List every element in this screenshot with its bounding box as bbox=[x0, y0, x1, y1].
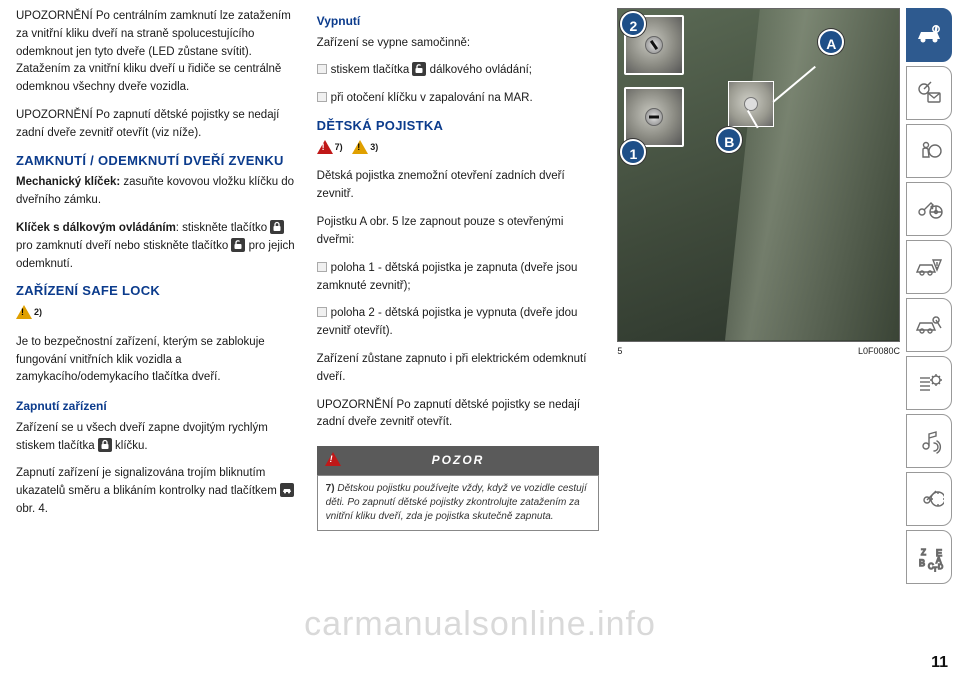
svg-text:B: B bbox=[919, 558, 925, 568]
para: Zařízení se u všech dveří zapne dvojitým… bbox=[16, 420, 299, 456]
figure-code: L0F0080C bbox=[858, 345, 900, 359]
warning-box-body: 7) Dětskou pojistku používejte vždy, kdy… bbox=[317, 475, 600, 531]
content-columns: UPOZORNĚNÍ Po centrálním zamknutí lze za… bbox=[16, 8, 900, 670]
warn-label: UPOZORNĚNÍ bbox=[317, 399, 394, 411]
warning-ref: 7) bbox=[326, 483, 335, 494]
svg-text:D: D bbox=[938, 564, 943, 571]
para: UPOZORNĚNÍ Po centrálním zamknutí lze za… bbox=[16, 8, 299, 97]
lock-detail bbox=[728, 81, 774, 127]
warning-triangle-icon bbox=[325, 452, 341, 466]
lock-closed-icon bbox=[98, 438, 112, 452]
svg-text:T: T bbox=[933, 567, 938, 572]
text: stiskem tlačítka bbox=[331, 64, 413, 76]
section-tabs-sidebar: i ZEBACDT bbox=[906, 8, 952, 670]
figure-image: 2 1 A B bbox=[617, 8, 900, 342]
tab-vehicle-info[interactable]: i bbox=[906, 8, 952, 62]
text: při otočení klíčku v zapalování na MAR. bbox=[331, 92, 533, 104]
warning-box: POZOR 7) Dětskou pojistku používejte vžd… bbox=[317, 446, 600, 531]
ref: 7) bbox=[335, 142, 343, 152]
ref-line: 7) 3) bbox=[317, 140, 600, 159]
bullet-icon bbox=[317, 262, 327, 272]
bullet-icon bbox=[317, 92, 327, 102]
lock-closed-icon bbox=[270, 220, 284, 234]
car-icon bbox=[280, 483, 294, 497]
warning-box-header: POZOR bbox=[317, 446, 600, 475]
warning-box-title: POZOR bbox=[432, 453, 485, 467]
tab-media[interactable] bbox=[906, 414, 952, 468]
para: Zapnutí zařízení je signalizována trojím… bbox=[16, 465, 299, 518]
tab-settings-list[interactable] bbox=[906, 356, 952, 410]
ref: 3) bbox=[370, 142, 378, 152]
column-3: 2 1 A B 5 L0F0080C bbox=[617, 8, 900, 670]
para: Mechanický klíček: zasuňte kovovou vložk… bbox=[16, 174, 299, 210]
text: obr. 4. bbox=[16, 503, 48, 515]
column-2: Vypnutí Zařízení se vypne samočinně: sti… bbox=[317, 8, 600, 670]
para: Dětská pojistka znemožní otevření zadníc… bbox=[317, 168, 600, 204]
page-number: 11 bbox=[931, 654, 948, 672]
lock-open-icon bbox=[412, 62, 426, 76]
bold-label: Mechanický klíček: bbox=[16, 176, 120, 188]
column-1: UPOZORNĚNÍ Po centrálním zamknutí lze za… bbox=[16, 8, 299, 670]
figure-number: 5 bbox=[617, 345, 622, 359]
callout-bubble: B bbox=[716, 127, 742, 153]
para: Je to bezpečnostní zařízení, kterým se z… bbox=[16, 334, 299, 387]
tab-service[interactable] bbox=[906, 298, 952, 352]
text: poloha 1 - dětská pojistka je zapnuta (d… bbox=[317, 262, 578, 292]
para: Zařízení zůstane zapnuto i při elektrick… bbox=[317, 351, 600, 387]
text: : stiskněte tlačítko bbox=[176, 222, 271, 234]
text: poloha 2 - dětská pojistka je vypnuta (d… bbox=[317, 307, 578, 337]
bullet: poloha 2 - dětská pojistka je vypnuta (d… bbox=[317, 305, 600, 341]
heading: ZAMKNUTÍ / ODEMKNUTÍ DVEŘÍ ZVENKU bbox=[16, 153, 299, 169]
lock-open-icon bbox=[231, 238, 245, 252]
para: Klíček s dálkovým ovládáním: stiskněte t… bbox=[16, 220, 299, 273]
warning-triangle-icon bbox=[317, 140, 333, 154]
para: Pojistku A obr. 5 lze zapnout pouze s ot… bbox=[317, 214, 600, 250]
warning-text: Dětskou pojistku používejte vždy, když v… bbox=[326, 483, 587, 522]
tab-navigation[interactable] bbox=[906, 472, 952, 526]
figure-caption: 5 L0F0080C bbox=[617, 345, 900, 359]
warn-label: UPOZORNĚNÍ bbox=[16, 109, 93, 121]
bullet-icon bbox=[317, 307, 327, 317]
tab-key-steering[interactable] bbox=[906, 182, 952, 236]
subheading: Vypnutí bbox=[317, 12, 600, 31]
warning-triangle-icon bbox=[352, 140, 368, 154]
tab-messages[interactable] bbox=[906, 66, 952, 120]
callout-bubble: 1 bbox=[620, 139, 646, 165]
para: Zařízení se vypne samočinně: bbox=[317, 35, 600, 53]
subheading: Zapnutí zařízení bbox=[16, 397, 299, 416]
warn-label: UPOZORNĚNÍ bbox=[16, 10, 93, 22]
svg-text:Z: Z bbox=[921, 548, 926, 557]
text: pro zamknutí dveří nebo stiskněte tlačít… bbox=[16, 240, 231, 252]
heading: ZAŘÍZENÍ SAFE LOCK bbox=[16, 283, 299, 299]
tab-airbag[interactable] bbox=[906, 124, 952, 178]
door-illustration bbox=[725, 9, 899, 341]
bullet-icon bbox=[317, 64, 327, 74]
bold-label: Klíček s dálkovým ovládáním bbox=[16, 222, 176, 234]
inset-pos1 bbox=[624, 87, 684, 147]
ref: 2) bbox=[34, 307, 42, 317]
tab-index[interactable]: ZEBACDT bbox=[906, 530, 952, 584]
text: dálkového ovládání; bbox=[426, 64, 532, 76]
ref-line: 2) bbox=[16, 305, 299, 324]
warning-triangle-icon bbox=[16, 305, 32, 319]
para: UPOZORNĚNÍ Po zapnutí dětské pojistky se… bbox=[16, 107, 299, 143]
tab-warning[interactable] bbox=[906, 240, 952, 294]
text: Zapnutí zařízení je signalizována trojím… bbox=[16, 467, 280, 497]
bullet: poloha 1 - dětská pojistka je zapnuta (d… bbox=[317, 260, 600, 296]
text: Po centrálním zamknutí lze zatažením za … bbox=[16, 10, 291, 93]
bullet: při otočení klíčku v zapalování na MAR. bbox=[317, 90, 600, 108]
text: klíčku. bbox=[112, 440, 148, 452]
para: UPOZORNĚNÍ Po zapnutí dětské pojistky se… bbox=[317, 397, 600, 433]
heading: DĚTSKÁ POJISTKA bbox=[317, 118, 600, 134]
bullet: stiskem tlačítka dálkového ovládání; bbox=[317, 62, 600, 80]
page: UPOZORNĚNÍ Po centrálním zamknutí lze za… bbox=[0, 0, 960, 678]
